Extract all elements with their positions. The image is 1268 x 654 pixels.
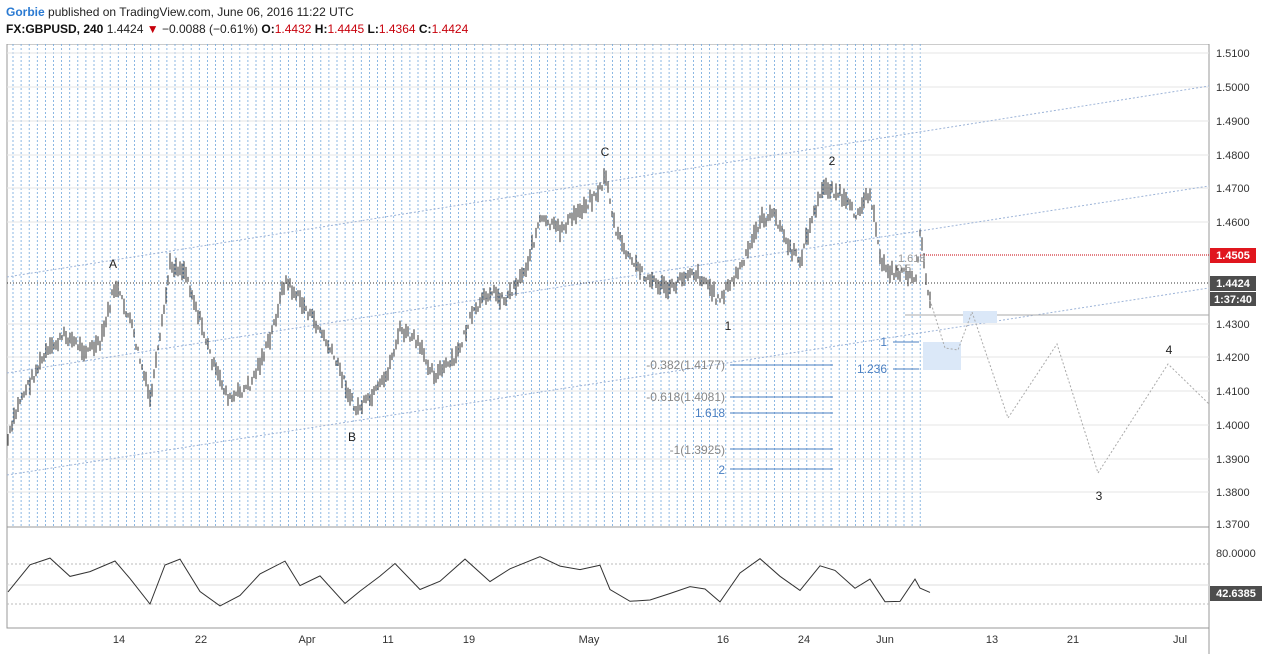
price-tick: 1.4600: [1216, 217, 1250, 229]
price-tick: 1.4300: [1216, 319, 1250, 331]
countdown-tag: [1210, 292, 1256, 306]
target-zone-box[interactable]: [923, 342, 961, 370]
time-tick: Jul: [1173, 634, 1187, 646]
resistance-price-tag-text: 1.4505: [1216, 250, 1250, 262]
publish-line: Gorbie published on TradingView.com, Jun…: [6, 5, 354, 19]
price-tick: 1.4800: [1216, 150, 1250, 162]
main-pane[interactable]: [6, 44, 1210, 528]
price-gridlines: [7, 52, 1209, 493]
rsi-line: [7, 556, 931, 607]
last-price: 1.4424: [106, 22, 144, 36]
resistance-price-tag: [1210, 248, 1256, 263]
close-value: 1.4424: [431, 22, 469, 36]
price-tick: 1.4000: [1216, 420, 1250, 432]
price-chart[interactable]: -0.382(1.4177) -0.618(1.4081) 1.618 -1(1…: [0, 44, 1268, 654]
high-label: H:: [314, 22, 328, 36]
time-tick: May: [579, 634, 600, 646]
rsi-value-tag-text: 42.6385: [1216, 588, 1256, 600]
wave-label-3: 3: [1096, 489, 1103, 503]
countdown-tag-text: 1:37:40: [1214, 294, 1252, 306]
time-tick: 13: [986, 634, 998, 646]
rsi-pane[interactable]: [6, 526, 1210, 629]
price-tick: 1.3700: [1216, 519, 1250, 531]
time-tick: 16: [717, 634, 729, 646]
wave-label-c: C: [601, 145, 610, 159]
price-bars: [7, 168, 931, 446]
last-price-tag-text: 1.4424: [1216, 278, 1251, 290]
price-change: −0.0088 (−0.61%): [161, 22, 259, 36]
fib-label-2: 2: [718, 463, 725, 477]
open-value: 1.4432: [274, 22, 312, 36]
price-tick: 1.3800: [1216, 487, 1250, 499]
price-tick: 1.3900: [1216, 454, 1250, 466]
price-tick: 1.4700: [1216, 183, 1250, 195]
price-tick: 1.5000: [1216, 82, 1250, 94]
price-axis[interactable]: 1.5100 1.5000 1.4900 1.4800 1.4700 1.460…: [1216, 48, 1250, 531]
last-price-tag: [1210, 276, 1256, 291]
time-axis[interactable]: 14 22 Apr 11 19 May 16 24 Jun 13 21 Jul: [113, 634, 1187, 646]
symbol-line: FX:GBPUSD, 240 1.4424 ▼ −0.0088 (−0.61%)…: [6, 22, 468, 36]
price-tick: 1.4100: [1216, 386, 1250, 398]
time-tick: 22: [195, 634, 207, 646]
price-tick: 1.5100: [1216, 48, 1250, 60]
high-value: 1.4445: [327, 22, 365, 36]
author-link[interactable]: Gorbie: [6, 5, 45, 19]
fib-label-1618-small: 1.618: [898, 253, 926, 265]
fib-label-1618: 1.618: [695, 406, 725, 420]
rsi-tick: 80.0000: [1216, 548, 1256, 560]
wave-label-b: B: [348, 430, 356, 444]
time-tick: 19: [463, 634, 475, 646]
wave-label-1: 1: [725, 319, 732, 333]
time-tick: 24: [798, 634, 810, 646]
rsi-value-tag: [1210, 586, 1262, 601]
time-tick: 14: [113, 634, 125, 646]
time-tick: 21: [1067, 634, 1079, 646]
fib-label-1: 1: [880, 335, 887, 349]
low-value: 1.4364: [378, 22, 416, 36]
down-arrow-icon: ▼: [146, 22, 159, 36]
wave-label-4: 4: [1166, 343, 1173, 357]
wave-label-a: A: [109, 257, 117, 271]
time-tick: Apr: [298, 634, 315, 646]
close-label: C:: [418, 22, 432, 36]
fib-lines: [730, 341, 919, 470]
open-label: O:: [261, 22, 275, 36]
fib-label-1236: 1.236: [857, 362, 887, 376]
fib-label-neg0382: -0.382(1.4177): [646, 358, 725, 372]
time-tick: 11: [382, 634, 393, 646]
symbol-label[interactable]: FX:GBPUSD, 240: [6, 22, 104, 36]
price-tick: 1.4900: [1216, 116, 1250, 128]
price-tick: 1.4200: [1216, 352, 1250, 364]
fib-label-neg0618: -0.618(1.4081): [646, 390, 725, 404]
rsi-levels: [7, 563, 1209, 605]
fib-label-neg1: -1(1.3925): [670, 443, 725, 457]
wave-label-2: 2: [829, 154, 836, 168]
low-label: L:: [367, 22, 379, 36]
fib-label-05-small: 0.5: [896, 263, 911, 275]
time-tick: Jun: [876, 634, 894, 646]
published-text: published on TradingView.com, June 06, 2…: [48, 5, 354, 19]
chart-header: Gorbie published on TradingView.com, Jun…: [0, 0, 1268, 44]
